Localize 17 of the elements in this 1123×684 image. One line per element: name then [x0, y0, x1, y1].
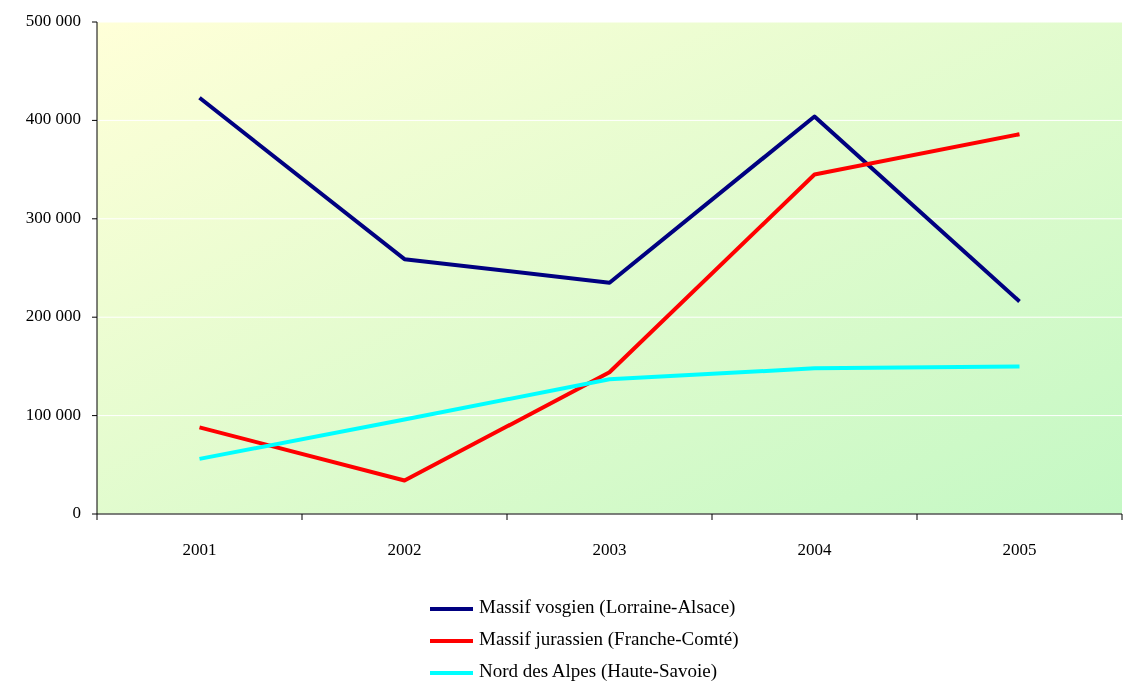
- line-series: [197, 132, 1022, 483]
- y-tick-label: 100 000: [25, 404, 81, 424]
- line-series: [197, 95, 1022, 304]
- x-tick-label: 2001: [182, 540, 217, 559]
- x-tick-label: 2003: [592, 540, 627, 559]
- y-tick-label: 400 000: [25, 109, 81, 129]
- y-tick-label: 200 000: [25, 306, 81, 326]
- x-tick-label: 2002: [387, 540, 422, 559]
- y-tick-label: 300 000: [25, 207, 81, 227]
- y-tick-label: 0: [72, 502, 81, 522]
- legend-label: Nord des Alpes (Haute-Savoie): [479, 660, 717, 683]
- x-tick-label: 2004: [797, 540, 832, 559]
- legend-label: Massif vosgien (Lorraine-Alsace): [479, 596, 736, 619]
- y-tick-label: 500 000: [25, 10, 81, 30]
- x-tick-label: 2005: [1002, 540, 1037, 559]
- legend-label: Massif jurassien (Franche-Comté): [479, 628, 739, 651]
- line-series: [197, 364, 1022, 461]
